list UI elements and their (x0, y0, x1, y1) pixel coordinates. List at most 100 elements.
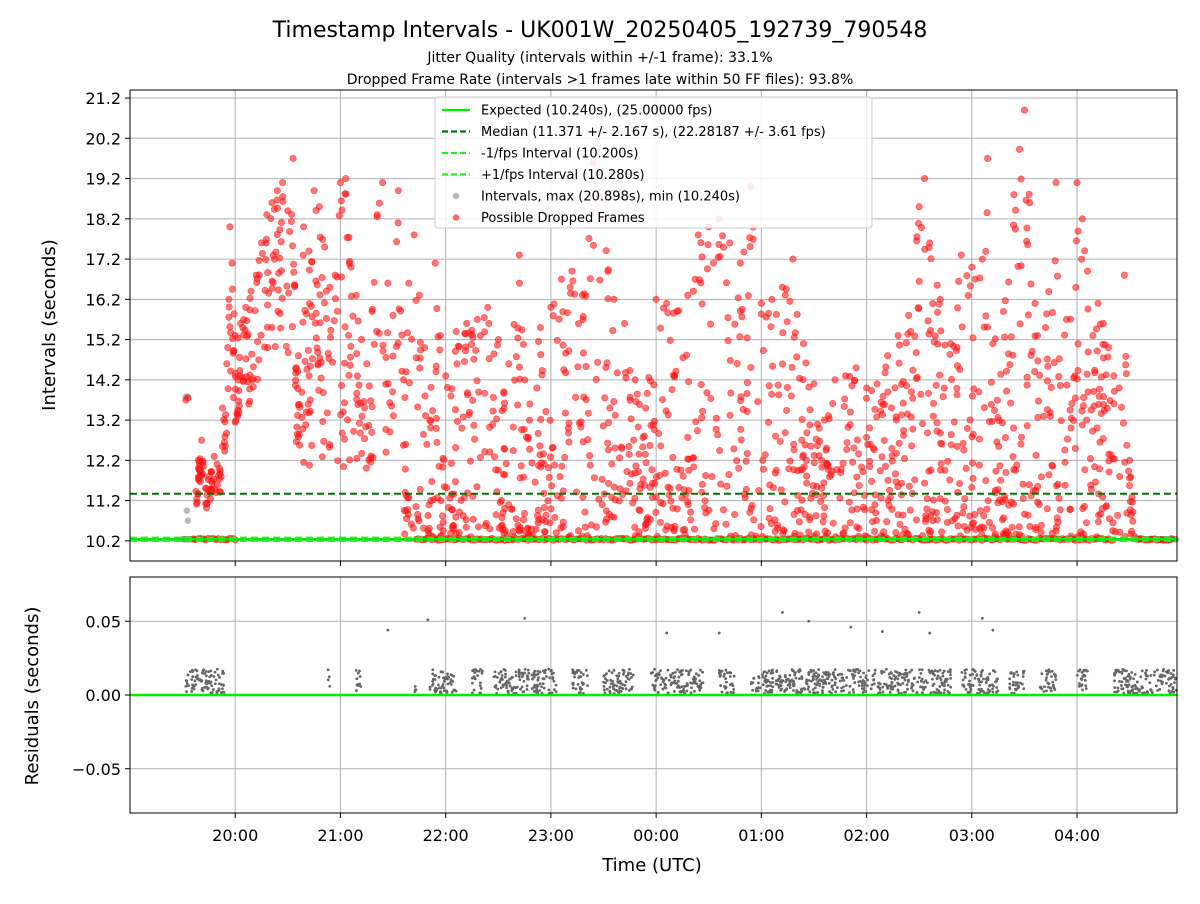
dropped-frame-point (400, 506, 408, 514)
residual-point (452, 674, 456, 678)
residual-point (624, 687, 628, 691)
residual-point (496, 676, 499, 679)
residual-point (214, 678, 218, 682)
dropped-frame-point (884, 388, 892, 396)
dropped-frame-point (590, 474, 598, 482)
residual-point (685, 689, 689, 693)
residual-point (947, 690, 950, 694)
residual-point (834, 690, 838, 694)
dropped-frame-point (1001, 333, 1009, 341)
residual-point (805, 678, 809, 682)
dropped-frame-point (771, 469, 779, 477)
residual-point (848, 691, 851, 694)
dropped-frame-point (701, 504, 709, 512)
residual-point (653, 688, 657, 692)
dropped-frame-point (943, 518, 951, 527)
residual-point (660, 676, 663, 680)
dropped-frame-point (839, 459, 847, 467)
residual-point (991, 669, 995, 672)
residual-point (780, 681, 783, 684)
dropped-frame-point (610, 513, 618, 521)
residual-point (680, 689, 683, 693)
residual-point (859, 675, 862, 679)
dropped-frame-point (397, 307, 405, 315)
dropped-frame-point (602, 247, 610, 255)
residual-point (517, 675, 521, 678)
dropped-frame-point (516, 375, 524, 383)
dropped-frame-point (578, 291, 587, 299)
dropped-frame-point (848, 506, 856, 514)
dropped-frame-point (625, 450, 633, 458)
dropped-frame-point (820, 479, 828, 487)
dropped-frame-point (514, 334, 522, 342)
dropped-frame-point (631, 376, 639, 384)
residual-point (826, 677, 830, 681)
dropped-frame-point (883, 518, 891, 526)
residual-point (679, 673, 683, 677)
residual-point (207, 670, 211, 674)
dropped-frame-point (639, 443, 647, 451)
dropped-frame-point (500, 388, 508, 396)
dropped-frame-point (405, 279, 413, 287)
dropped-frame-point (652, 473, 660, 481)
dropped-frame-point (277, 324, 285, 332)
dropped-frame-point (556, 473, 564, 481)
dropped-frame-point (997, 370, 1005, 378)
dropped-frame-point (1023, 224, 1031, 232)
residual-point (671, 681, 675, 685)
dropped-frame-point (923, 429, 932, 437)
dropped-frame-point (579, 493, 587, 501)
dropped-frame-point (432, 424, 440, 432)
intervals-panel: 10.211.212.213.214.215.216.217.218.219.2… (85, 89, 1180, 566)
dropped-frame-point (321, 243, 329, 251)
dropped-frame-point (393, 238, 401, 246)
dropped-frame-point (743, 379, 751, 387)
dropped-frame-point (896, 520, 904, 528)
dropped-frame-point (905, 311, 913, 319)
residual-point (1124, 683, 1127, 687)
dropped-frame-point (310, 187, 318, 195)
dropped-frame-point (316, 233, 324, 241)
residual-point (1012, 672, 1015, 675)
dropped-frame-point (781, 429, 789, 437)
residual-point (788, 679, 792, 683)
dropped-frame-point (346, 456, 354, 464)
dropped-frame-point (379, 347, 387, 355)
residual-point (1014, 688, 1018, 692)
dropped-frame-point (327, 326, 335, 334)
dropped-frame-point (304, 400, 312, 408)
dropped-frame-point (340, 359, 348, 367)
residual-point (757, 675, 761, 679)
dropped-frame-point (1043, 377, 1051, 385)
residual-point (821, 689, 824, 693)
residual-point (916, 680, 920, 684)
residual-point (438, 686, 441, 690)
residual-point (479, 687, 483, 690)
dropped-frame-point (829, 519, 837, 527)
residual-point (821, 685, 825, 689)
residual-point (1132, 677, 1135, 680)
residual-point (1172, 668, 1176, 672)
dropped-frame-point (905, 482, 913, 490)
dropped-frame-point (946, 476, 954, 484)
dropped-frame-point (1025, 481, 1033, 489)
dropped-frame-point (584, 409, 592, 417)
residual-point (188, 670, 192, 673)
dropped-frame-point (469, 515, 477, 523)
residual-point (535, 686, 539, 690)
dropped-frame-point (246, 385, 254, 393)
dropped-frame-point (968, 392, 977, 400)
dropped-frame-point (871, 405, 879, 413)
dropped-frame-point (1020, 106, 1028, 114)
dropped-frame-point (765, 309, 773, 317)
dropped-frame-point (799, 453, 807, 461)
dropped-frame-point (888, 444, 896, 452)
residual-point (723, 686, 727, 690)
residual-point (499, 670, 503, 674)
residual-point (218, 682, 221, 686)
dropped-frame-point (236, 372, 244, 380)
residual-point (582, 673, 585, 676)
dropped-frame-point (923, 505, 931, 513)
residual-point (900, 676, 904, 679)
residual-point (821, 675, 824, 679)
